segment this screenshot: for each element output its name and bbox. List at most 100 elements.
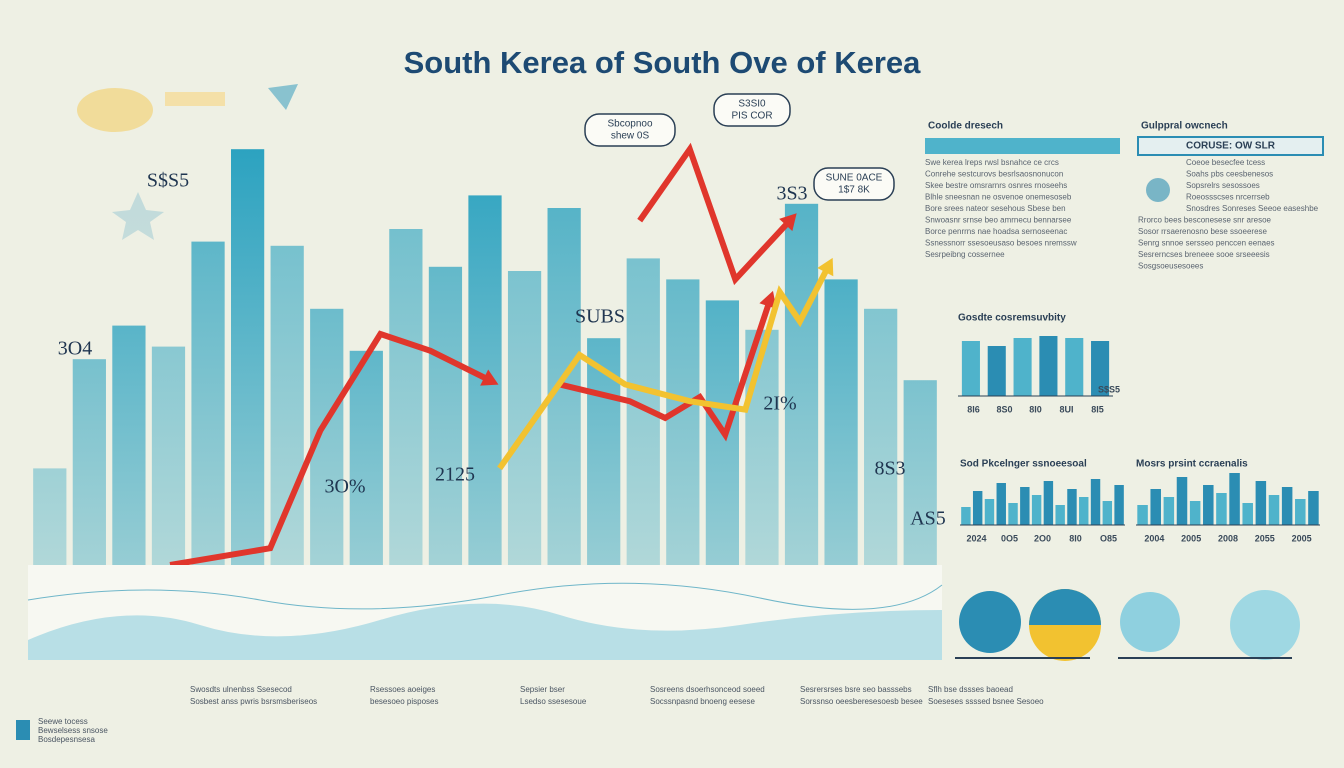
panel-line: Swe kerea lreps rwsl bsnahce ce crcs: [925, 158, 1059, 167]
mini-label: 2O0: [1034, 533, 1051, 543]
panel-line: Rrorco bees besconesese snr aresoe: [1138, 216, 1272, 225]
panel-line: Skee bestre omsrarnrs osnres rnoseehs: [925, 181, 1067, 190]
caption: Sesrersrses bsre seo basssebs: [800, 685, 912, 694]
callout-box: [713, 93, 791, 127]
panel-line: Snwoasnr srnse beo amrnecu bennarsee: [925, 216, 1072, 225]
mini-label: 8I0: [1069, 533, 1082, 543]
trend-line: [558, 299, 773, 442]
arrow-head: [779, 213, 797, 232]
mini-label: 2055: [1255, 533, 1275, 543]
mini-bar: [1091, 341, 1110, 396]
side-panels: Coolde dresech Swe kerea lreps rwsl bsnah…: [38, 121, 1324, 744]
panel-line: Senrg snnoe sersseo penccen eenaes: [1138, 239, 1275, 248]
mini-bar: [1013, 338, 1032, 396]
mini-label: 8UI: [1059, 404, 1073, 414]
mini-bar: [972, 491, 983, 525]
callout-text: SUNE 0ACE: [826, 173, 883, 184]
panel-line: Sesrerncses breneee sooe srseeesis: [1138, 250, 1270, 259]
mini-label: 8I0: [1029, 404, 1042, 414]
callout-text: S3SI0: [738, 99, 766, 110]
mini-bar: [1079, 497, 1089, 525]
caption: Sflh bse dssses baoead: [928, 685, 1013, 694]
panel-line: Soahs pbs ceesbenesos: [1186, 170, 1273, 179]
caption: Swosdts ulnenbss Ssesecod: [190, 685, 292, 694]
terrain-wave: [28, 603, 942, 660]
panel-line: Sesrpeibng cossernee: [925, 250, 1005, 259]
footer-text: Bosdepesnsesa: [38, 735, 95, 744]
mini-label: 2005: [1181, 533, 1201, 543]
callout-text: PIS COR: [731, 111, 772, 122]
circle-icon: [1120, 592, 1180, 652]
mini-bar: [1229, 473, 1240, 525]
mini-bar: [1268, 495, 1280, 525]
mini-bar: [961, 341, 980, 396]
footer-text: Bewselsess snsose: [38, 726, 108, 735]
mini-title: Mosrs prsint ccraenalis: [1136, 459, 1248, 470]
trend-line: [497, 265, 831, 471]
callout-box: [584, 113, 676, 147]
mini-bar: [1176, 477, 1188, 525]
mini-bar: [984, 499, 995, 525]
mini-bar: [1137, 505, 1148, 525]
mini-bar: [1031, 495, 1042, 525]
mini-label: 2008: [1218, 533, 1238, 543]
annotation: 3O4: [58, 338, 92, 360]
circle-icon: [959, 591, 1021, 653]
callout-text: shew 0S: [611, 131, 650, 142]
caption: Sepsier bser: [520, 685, 565, 694]
mini-bar: [1163, 497, 1175, 525]
mini-bar: [1203, 485, 1214, 525]
arrow-head: [817, 257, 834, 277]
mini-note: S$S5: [1098, 384, 1120, 394]
footer-text: Seewe tocess: [38, 717, 88, 726]
arrow-head: [759, 290, 777, 309]
mini-bar: [961, 507, 971, 525]
mini-bar: [1043, 481, 1054, 525]
callout-text: 1$7 8K: [838, 185, 870, 196]
mini-title: Gosdte cosremsuvbity: [958, 313, 1066, 324]
mini-bar: [1067, 489, 1077, 525]
mini-bar: [1255, 481, 1267, 525]
mini-bar: [1281, 487, 1293, 525]
fade-overlay: [30, 145, 940, 565]
decor-tag: [165, 92, 225, 106]
panel-line: Ssnessnorr ssesoeusaso besoes nremssw: [925, 239, 1077, 248]
mini-label: O85: [1100, 533, 1117, 543]
panel-header: CORUSE: OW SLR: [1186, 141, 1276, 152]
caption: Sosbest anss pwris bsrsmsberiseos: [190, 697, 317, 706]
panel-line: Sosgsoeusesoees: [1138, 262, 1203, 271]
mini-bar: [1020, 487, 1030, 525]
main-chart: 3O4 3O% 2125 2I% 3S3 8S3 S$S5 AS5 SUBS Sbcopnoosh…: [30, 93, 946, 568]
panel-line: Borce penrrns nae hoadsa sernoseenac: [925, 227, 1067, 236]
mini-bar: [987, 346, 1006, 396]
footer-logo: [16, 720, 30, 740]
panel-line: Sopsrelrs sesossoes: [1186, 181, 1260, 190]
panel-header-box: [1137, 136, 1324, 156]
panel-line: Bore srees nateor sesehous Sbese ben: [925, 204, 1066, 213]
circle-half: [1029, 589, 1101, 625]
mini-bar: [1295, 499, 1306, 525]
caption: Rsessoes aoeiges: [370, 685, 435, 694]
mini-bar: [1189, 501, 1201, 525]
panel-line: Snosdres Sonreses Seeoe easeshbe: [1186, 204, 1319, 213]
mini-label: 8I6: [967, 404, 980, 414]
decor-triangle: [268, 84, 298, 110]
mini-label: 2005: [1292, 533, 1312, 543]
annotation: SUBS: [575, 306, 625, 328]
caption: besesoeo pisposes: [370, 697, 439, 706]
panel-line: Coeoe besecfee tcess: [1186, 158, 1265, 167]
mini-bar: [1039, 336, 1058, 396]
caption: Sorssnso oeesberesesoesb besee: [800, 697, 923, 706]
mini-bar: [996, 483, 1006, 525]
terrain-line: [27, 582, 943, 610]
callout-text: Sbcopnoo: [607, 119, 652, 130]
mini-bar: [1150, 489, 1161, 525]
trend-line: [637, 142, 793, 286]
panel-line: Roeossscses nrcerrseb: [1186, 193, 1270, 202]
callout-box: [813, 167, 895, 201]
mini-bar: [1308, 491, 1319, 525]
annotation: 3O%: [324, 476, 365, 498]
mini-label: 8S0: [996, 404, 1012, 414]
decor-blob: [77, 88, 153, 132]
